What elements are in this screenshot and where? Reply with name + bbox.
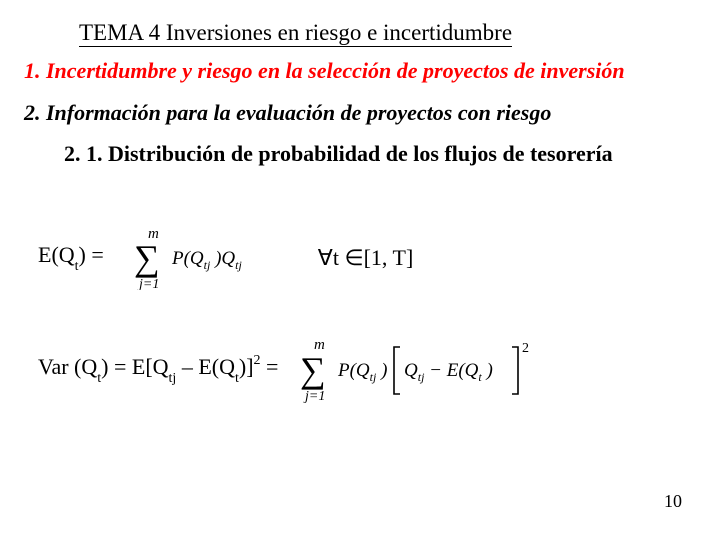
subheading-2-1: 2. 1. Distribución de probabilidad de lo… <box>64 140 696 168</box>
formula2-lhs: Var (Qt) = E[Qtj – E(Qt)]2 = <box>38 354 278 384</box>
svg-text:2: 2 <box>522 341 529 356</box>
page-title: TEMA 4 Inversiones en riesgo e incertidu… <box>79 20 512 47</box>
sum-lower: j=1 <box>137 277 159 290</box>
formula2-summation: m ∑ j=1 P(Qtj ) Qtj − E(Qt ) 2 <box>278 334 548 406</box>
heading-1: 1. Incertidumbre y riesgo en la selecció… <box>24 57 696 85</box>
formula-variance: Var (Qt) = E[Qtj – E(Qt)]2 = m ∑ j=1 P(Q… <box>38 334 696 406</box>
slide: TEMA 4 Inversiones en riesgo e incertidu… <box>0 0 720 540</box>
heading-2: 2. Información para la evaluación de pro… <box>24 99 696 127</box>
svg-text:Qtj − E(Qt ): Qtj − E(Qt ) <box>404 360 493 384</box>
svg-text:j=1: j=1 <box>303 389 325 404</box>
formula1-summation: m ∑ j=1 P(Qtj )Qtj <box>104 226 274 290</box>
page-number: 10 <box>664 491 682 512</box>
formula-expected-value: E(Qt) = m ∑ j=1 P(Qtj )Qtj ∀t ∈[1, T] <box>38 226 696 290</box>
formula1-lhs: E(Qt) = <box>38 242 104 272</box>
svg-text:P(Qtj ): P(Qtj ) <box>337 360 387 384</box>
formula1-domain: ∀t ∈[1, T] <box>318 245 414 271</box>
sum-body: P(Qtj )Qtj <box>171 248 242 272</box>
svg-text:∑: ∑ <box>134 238 160 278</box>
svg-text:∑: ∑ <box>300 350 326 390</box>
